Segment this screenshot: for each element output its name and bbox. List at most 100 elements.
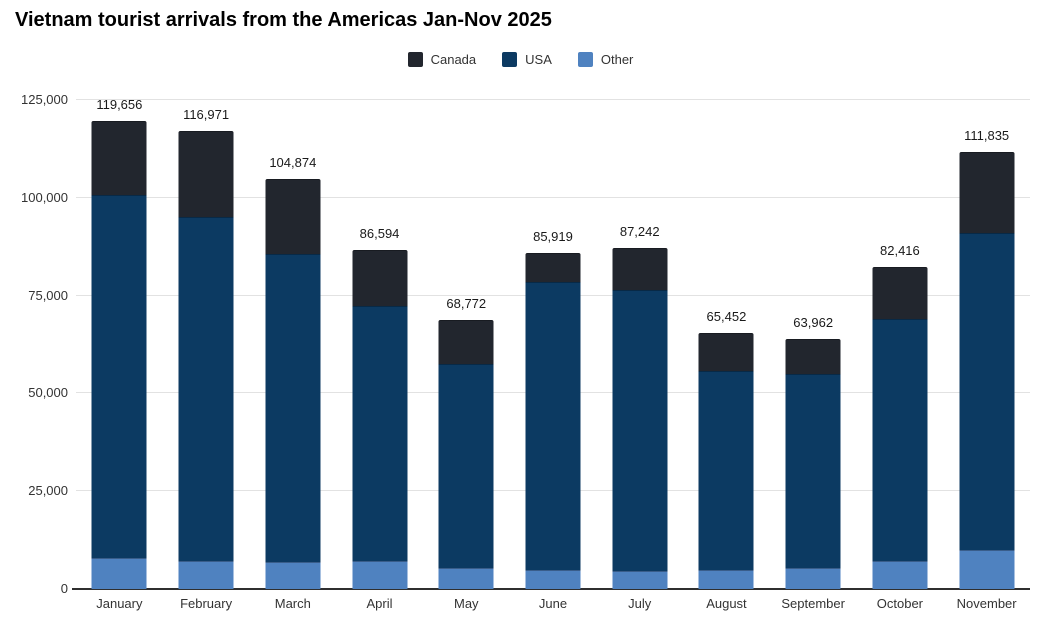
bar-column-october: 82,416 xyxy=(857,100,944,589)
bar-segment-usa xyxy=(91,195,147,558)
legend-label: Canada xyxy=(430,52,477,67)
chart-title: Vietnam tourist arrivals from the Americ… xyxy=(15,9,552,31)
bar-segment-other xyxy=(178,560,234,589)
legend-item-usa: USA xyxy=(502,52,552,67)
x-tick-label: June xyxy=(538,596,568,611)
x-tick-label: July xyxy=(628,596,652,611)
bar-segment-usa xyxy=(178,217,234,561)
bar-total-label: 87,242 xyxy=(619,223,660,239)
bar-segment-other xyxy=(525,570,581,589)
legend-swatch-canada xyxy=(407,52,423,67)
plot-area: 119,656 116,971 104,874 86,594 68,772 85,919 8… xyxy=(72,96,1030,590)
stacked-bar xyxy=(959,151,1015,589)
bar-total-label: 86,594 xyxy=(359,226,400,242)
x-axis: January February March April May June July Augu… xyxy=(76,596,1030,616)
bar-total-label: 85,919 xyxy=(533,228,573,244)
stacked-bar xyxy=(785,338,841,589)
bar-segment-usa xyxy=(785,373,841,568)
x-axis-line xyxy=(72,588,1030,590)
bar-segment-other xyxy=(698,569,754,589)
stacked-bar xyxy=(612,247,668,589)
y-axis: 0 25,000 50,000 75,000 100,000 125,000 xyxy=(0,92,68,596)
y-tick-label: 75,000 xyxy=(28,287,68,303)
x-tick-label: October xyxy=(876,596,924,611)
bar-segment-canada xyxy=(785,338,841,374)
bar-segment-canada xyxy=(698,332,754,372)
bar-segment-other xyxy=(872,560,928,589)
bar-segment-canada xyxy=(872,266,928,320)
x-tick-label: March xyxy=(274,596,311,611)
bar-column-march: 104,874 xyxy=(249,100,336,589)
stacked-bar xyxy=(525,252,581,589)
bar-segment-canada xyxy=(352,250,408,307)
bar-column-january: 119,656 xyxy=(76,96,163,589)
legend-item-other: Other xyxy=(577,52,634,67)
x-tick-label: May xyxy=(453,596,479,611)
bar-segment-other xyxy=(438,567,494,589)
bar-segment-usa xyxy=(872,319,928,561)
stacked-bar xyxy=(872,266,928,589)
bar-total-label: 104,874 xyxy=(269,154,317,170)
y-tick-label: 25,000 xyxy=(28,483,68,499)
stacked-bar xyxy=(438,319,494,589)
bar-total-label: 63,962 xyxy=(793,314,834,330)
stacked-bar xyxy=(91,120,147,589)
bar-segment-usa xyxy=(352,306,408,561)
bar-segment-usa xyxy=(959,233,1015,550)
bar-segment-other xyxy=(785,567,841,589)
bar-segment-canada xyxy=(438,319,494,365)
stacked-bar xyxy=(265,178,321,589)
bar-segment-usa xyxy=(698,371,754,570)
bar-column-november: 111,835 xyxy=(943,100,1030,589)
x-tick-label: April xyxy=(366,596,393,611)
bar-total-label: 68,772 xyxy=(446,295,487,311)
x-tick-label: January xyxy=(96,596,143,611)
bar-segment-canada xyxy=(91,120,147,196)
y-tick-label: 0 xyxy=(60,581,68,596)
bar-column-september: 63,962 xyxy=(770,100,857,589)
legend-item-canada: Canada xyxy=(407,52,477,67)
bar-total-label: 65,452 xyxy=(706,308,747,324)
stacked-bar xyxy=(698,332,754,589)
bar-segment-canada xyxy=(612,247,668,290)
gridline-100000 xyxy=(76,196,1030,198)
bar-column-july: 87,242 xyxy=(596,100,683,589)
bar-total-label: 82,416 xyxy=(880,242,920,258)
bar-total-label: 111,835 xyxy=(964,127,1010,143)
x-tick-label: September xyxy=(781,596,845,611)
bar-column-april: 86,594 xyxy=(336,100,423,589)
bar-segment-canada xyxy=(265,178,321,255)
x-tick-label: November xyxy=(956,596,1017,611)
stacked-bar xyxy=(352,250,408,589)
legend-swatch-usa xyxy=(502,52,518,67)
bar-column-august: 65,452 xyxy=(683,100,770,589)
y-tick-label: 125,000 xyxy=(21,92,68,107)
bar-segment-other xyxy=(352,560,408,589)
legend: Canada USA Other xyxy=(0,52,1041,67)
bar-total-label: 116,971 xyxy=(183,107,230,123)
bar-column-june: 85,919 xyxy=(510,100,597,589)
legend-label: USA xyxy=(525,52,552,67)
bar-segment-other xyxy=(959,549,1015,589)
legend-label: Other xyxy=(600,52,634,67)
bar-column-february: 116,971 xyxy=(163,100,250,589)
bar-segment-usa xyxy=(438,364,494,568)
bar-segment-other xyxy=(265,562,321,589)
bar-segment-other xyxy=(612,571,668,589)
bar-total-label: 119,656 xyxy=(96,96,143,112)
y-tick-label: 100,000 xyxy=(21,189,68,205)
x-tick-label: August xyxy=(706,596,747,611)
bar-segment-usa xyxy=(265,254,321,563)
legend-swatch-other xyxy=(577,52,593,67)
bar-column-may: 68,772 xyxy=(423,100,510,589)
stacked-bar xyxy=(178,131,234,589)
gridline-125000 xyxy=(76,99,1030,100)
bar-segment-canada xyxy=(525,252,581,282)
bar-segment-canada xyxy=(959,151,1015,234)
bar-segment-usa xyxy=(525,281,581,571)
bar-segment-usa xyxy=(612,289,668,572)
x-tick-label: February xyxy=(180,596,233,611)
bar-segment-canada xyxy=(178,131,234,218)
y-tick-label: 50,000 xyxy=(28,385,68,401)
